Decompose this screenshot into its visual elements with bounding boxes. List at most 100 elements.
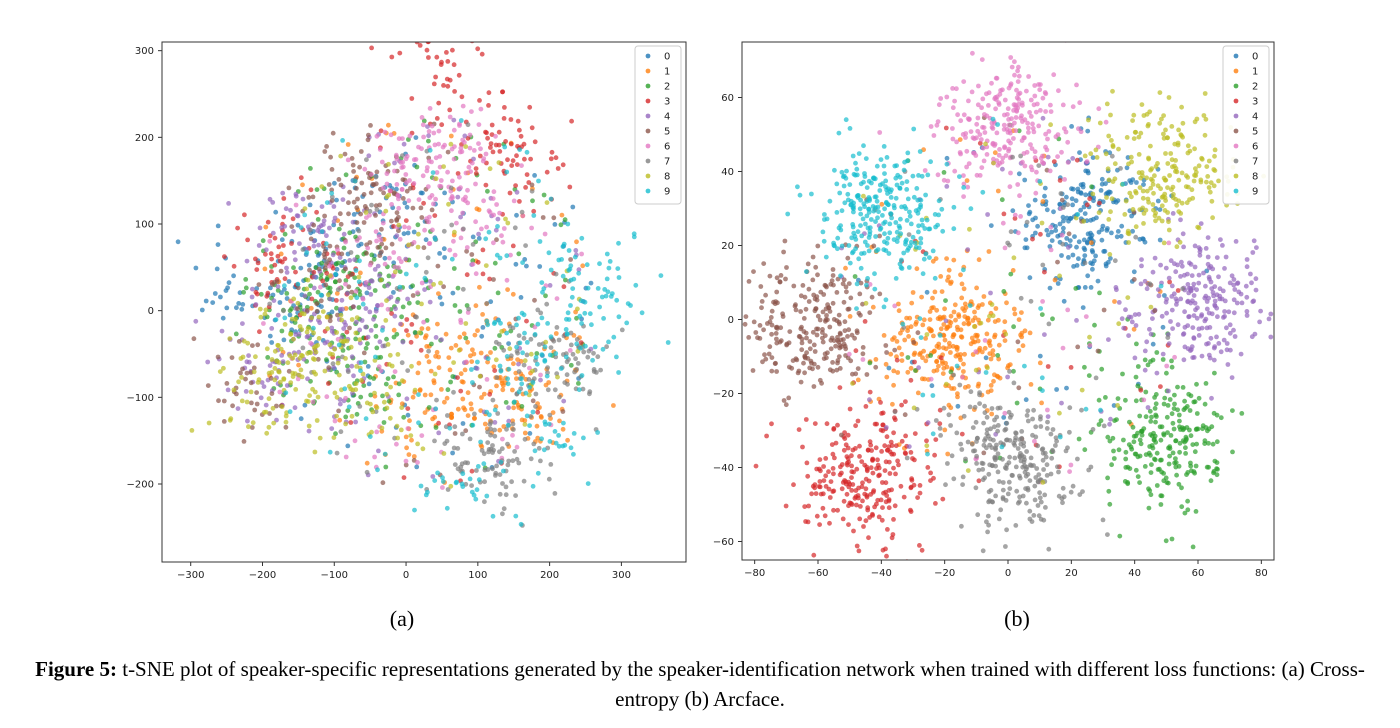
- data-point: [938, 326, 944, 332]
- data-point: [467, 145, 473, 151]
- data-point: [1016, 348, 1022, 353]
- data-point: [455, 446, 461, 451]
- data-point: [997, 91, 1003, 97]
- data-point: [1019, 429, 1025, 434]
- data-point: [1268, 334, 1274, 340]
- data-point: [820, 491, 826, 497]
- data-point: [441, 228, 447, 234]
- data-point: [242, 212, 247, 218]
- data-point: [908, 365, 914, 371]
- data-point: [484, 301, 490, 306]
- data-point: [1013, 523, 1019, 528]
- data-point: [352, 438, 358, 444]
- data-point: [548, 345, 554, 350]
- data-point: [269, 256, 274, 262]
- data-point: [442, 190, 447, 196]
- data-point: [331, 219, 337, 224]
- data-point: [904, 187, 910, 192]
- data-point: [351, 199, 357, 205]
- data-point: [1174, 244, 1180, 250]
- data-point: [374, 207, 380, 212]
- data-point: [403, 434, 409, 440]
- data-point: [1084, 159, 1090, 165]
- data-point: [439, 301, 445, 307]
- data-point: [937, 426, 943, 431]
- data-point: [1150, 269, 1156, 275]
- data-point: [369, 172, 374, 178]
- data-point: [980, 145, 986, 151]
- data-point: [1055, 154, 1060, 160]
- data-point: [1041, 467, 1046, 472]
- data-point: [1002, 144, 1007, 150]
- data-point: [1004, 300, 1009, 306]
- data-point: [1017, 475, 1023, 481]
- data-point: [1207, 189, 1213, 195]
- data-point: [277, 389, 283, 395]
- data-point: [858, 312, 863, 318]
- data-point: [985, 389, 991, 395]
- data-point: [870, 470, 876, 476]
- data-point: [435, 321, 440, 327]
- data-point: [307, 267, 312, 273]
- data-point: [975, 338, 981, 344]
- data-point: [1079, 407, 1084, 413]
- data-point: [1131, 269, 1137, 275]
- data-point: [1250, 299, 1256, 305]
- data-point: [343, 395, 348, 401]
- data-point: [867, 389, 873, 395]
- data-point: [500, 239, 506, 245]
- data-point: [965, 439, 971, 445]
- data-point: [458, 388, 464, 394]
- data-point: [304, 329, 310, 335]
- data-point: [875, 457, 880, 463]
- data-point: [274, 417, 279, 423]
- data-point: [1088, 285, 1094, 290]
- data-point: [1093, 253, 1098, 259]
- data-point: [824, 355, 829, 361]
- data-point: [1211, 357, 1217, 363]
- data-point: [522, 156, 527, 162]
- data-point: [422, 392, 428, 398]
- data-point: [1003, 331, 1009, 337]
- data-point: [568, 330, 574, 336]
- data-point: [858, 197, 863, 203]
- data-point: [1103, 395, 1108, 400]
- data-point: [841, 498, 847, 504]
- data-point: [975, 383, 981, 389]
- data-point: [431, 201, 436, 207]
- data-point: [928, 376, 934, 382]
- data-point: [928, 353, 933, 358]
- data-point: [863, 156, 869, 162]
- data-point: [330, 130, 336, 136]
- data-point: [1032, 497, 1038, 503]
- data-point: [229, 355, 235, 360]
- data-point: [485, 322, 491, 328]
- data-point: [1134, 341, 1139, 347]
- data-point: [1015, 500, 1021, 506]
- data-point: [853, 423, 858, 429]
- data-point: [980, 548, 986, 554]
- data-point: [540, 215, 546, 220]
- data-point: [537, 239, 543, 244]
- data-point: [1008, 55, 1014, 60]
- data-point: [246, 353, 252, 358]
- data-point: [1159, 457, 1164, 463]
- data-point: [1139, 263, 1144, 269]
- data-point: [239, 375, 245, 380]
- data-point: [446, 201, 451, 207]
- data-point: [1006, 85, 1012, 91]
- data-point: [1006, 363, 1011, 369]
- data-point: [444, 395, 450, 401]
- data-point: [959, 447, 965, 452]
- data-point: [1027, 110, 1032, 115]
- data-point: [437, 295, 443, 300]
- data-point: [1192, 172, 1197, 178]
- data-point: [496, 129, 502, 135]
- data-point: [1150, 316, 1155, 321]
- data-point: [938, 274, 944, 279]
- data-point: [989, 80, 994, 86]
- data-point: [486, 208, 492, 214]
- data-point: [349, 354, 355, 360]
- data-point: [246, 424, 251, 430]
- data-point: [334, 298, 339, 303]
